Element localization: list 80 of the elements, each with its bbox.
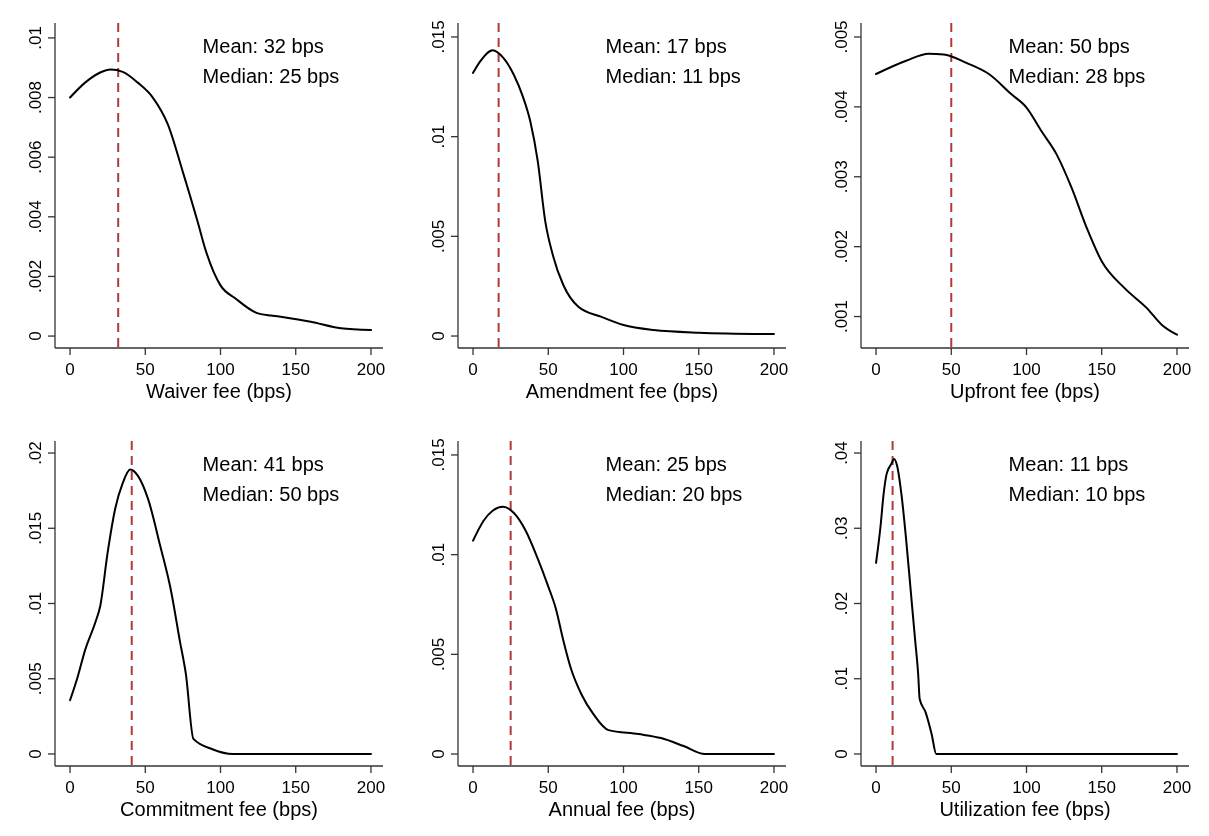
y-tick-label: 0 <box>26 331 45 341</box>
x-tick-label: 200 <box>1162 360 1192 379</box>
y-tick-label: 0 <box>429 749 448 759</box>
y-tick-label: 0 <box>26 749 45 759</box>
annotation: Median: 10 bps <box>1008 483 1146 505</box>
y-tick-label: .001 <box>832 300 851 334</box>
x-tick-label: 0 <box>65 778 75 797</box>
x-tick-label: 150 <box>1087 360 1116 379</box>
x-axis-title: Upfront fee (bps) <box>949 380 1101 402</box>
y-tick-label: .005 <box>26 662 45 696</box>
x-tick-label: 100 <box>609 778 638 797</box>
x-tick-label: 200 <box>759 778 789 797</box>
annotation: Median: 20 bps <box>605 483 743 505</box>
annotation: Median: 25 bps <box>202 65 340 87</box>
annotation: Median: 11 bps <box>605 65 741 87</box>
y-tick-label: 0 <box>429 331 448 341</box>
x-tick-label: 50 <box>941 778 961 797</box>
x-tick-label: 200 <box>356 778 386 797</box>
x-tick-label: 50 <box>538 360 558 379</box>
y-tick-label: .015 <box>429 438 448 472</box>
y-tick-label: .01 <box>26 591 45 616</box>
annotation: Mean: 11 bps <box>1008 453 1129 475</box>
line-series <box>69 68 372 332</box>
x-tick-label: 0 <box>468 778 478 797</box>
x-axis-title: Annual fee (bps) <box>548 798 696 820</box>
x-tick-label: 200 <box>759 360 789 379</box>
x-tick-label: 0 <box>871 360 881 379</box>
y-tick-label: .01 <box>429 542 448 567</box>
y-tick-label: .015 <box>26 511 45 545</box>
annotation: Mean: 25 bps <box>605 453 727 475</box>
x-axis-title: Utilization fee (bps) <box>939 798 1111 820</box>
x-tick-label: 200 <box>356 360 386 379</box>
x-axis-title: Waiver fee (bps) <box>146 380 292 402</box>
y-tick-label: .01 <box>429 124 448 149</box>
annotation: Median: 28 bps <box>1008 65 1146 87</box>
x-tick-label: 50 <box>135 360 155 379</box>
y-tick-label: .002 <box>26 259 45 293</box>
x-tick-label: 100 <box>206 360 235 379</box>
x-tick-label: 50 <box>135 778 155 797</box>
y-tick-label: .005 <box>832 20 851 54</box>
annotation: Mean: 41 bps <box>202 453 324 475</box>
y-tick-label: .02 <box>832 591 851 616</box>
x-tick-label: 150 <box>684 360 713 379</box>
x-tick-label: 0 <box>871 778 881 797</box>
annotation: Mean: 50 bps <box>1008 35 1130 57</box>
x-tick-label: 0 <box>65 360 75 379</box>
x-tick-label: 200 <box>1162 778 1192 797</box>
y-tick-label: .01 <box>26 26 45 50</box>
annotation: Mean: 32 bps <box>202 35 324 57</box>
y-tick-label: .01 <box>832 666 851 691</box>
x-tick-label: 100 <box>1012 778 1041 797</box>
x-axis-title: Commitment fee (bps) <box>120 798 318 820</box>
x-tick-label: 50 <box>538 778 558 797</box>
x-tick-label: 150 <box>281 778 310 797</box>
y-tick-label: .005 <box>429 219 448 253</box>
annotation: Median: 50 bps <box>202 483 340 505</box>
x-tick-label: 100 <box>1012 360 1041 379</box>
x-tick-label: 50 <box>941 360 961 379</box>
y-tick-label: .008 <box>26 80 45 115</box>
y-tick-label: .005 <box>429 637 448 671</box>
y-tick-label: .002 <box>832 230 851 264</box>
x-axis-title: Amendment fee (bps) <box>525 380 719 402</box>
x-tick-label: 150 <box>684 778 713 797</box>
annotation: Mean: 17 bps <box>605 35 727 57</box>
y-tick-label: .03 <box>832 516 851 541</box>
y-tick-label: .003 <box>832 160 851 194</box>
y-tick-label: .004 <box>832 90 851 124</box>
y-tick-label: .04 <box>832 441 851 465</box>
y-tick-label: .02 <box>26 441 45 465</box>
y-tick-label: 0 <box>832 749 851 759</box>
y-tick-label: .015 <box>429 20 448 54</box>
line-series <box>875 458 1178 755</box>
x-tick-label: 0 <box>468 360 478 379</box>
x-tick-label: 150 <box>281 360 310 379</box>
y-tick-label: .004 <box>26 200 45 234</box>
y-tick-label: .006 <box>26 140 45 174</box>
x-tick-label: 150 <box>1087 778 1116 797</box>
x-tick-label: 100 <box>609 360 638 379</box>
x-tick-label: 100 <box>206 778 235 797</box>
line-series <box>472 505 775 756</box>
